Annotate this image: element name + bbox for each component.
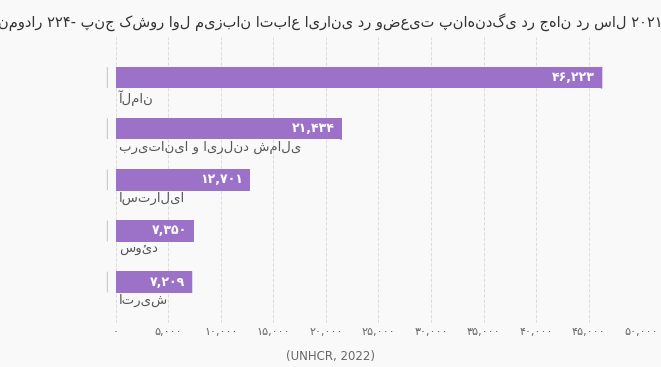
Text: بریتانیا و ایرلند شمالی: بریتانیا و ایرلند شمالی xyxy=(119,141,301,154)
Bar xyxy=(116,220,193,242)
Text: ۱۲,۷۰۱: ۱۲,۷۰۱ xyxy=(200,173,243,186)
Text: سوئد: سوئد xyxy=(119,243,158,256)
Text: نمودار ۲۲۴- پنج کشور اول میزبان اتباع ایرانی در وضعیت پناهندگی در جهان در سال ۲۰: نمودار ۲۲۴- پنج کشور اول میزبان اتباع ای… xyxy=(0,13,661,31)
Text: اتریش: اتریش xyxy=(119,294,168,308)
Bar xyxy=(116,67,602,88)
Text: ۷,۳۵۰: ۷,۳۵۰ xyxy=(151,225,186,237)
Text: ۷,۲۰۹: ۷,۲۰۹ xyxy=(150,276,185,288)
Text: آلمان: آلمان xyxy=(119,90,153,106)
Text: (UNHCR, 2022): (UNHCR, 2022) xyxy=(286,350,375,363)
Bar xyxy=(116,271,192,293)
Bar xyxy=(116,169,249,190)
Text: استرالیا: استرالیا xyxy=(119,192,185,205)
Bar xyxy=(116,118,341,139)
Text: ۲۱,۴۳۴: ۲۱,۴۳۴ xyxy=(292,122,334,135)
Text: ۴۶,۲۲۳: ۴۶,۲۲۳ xyxy=(553,71,595,84)
